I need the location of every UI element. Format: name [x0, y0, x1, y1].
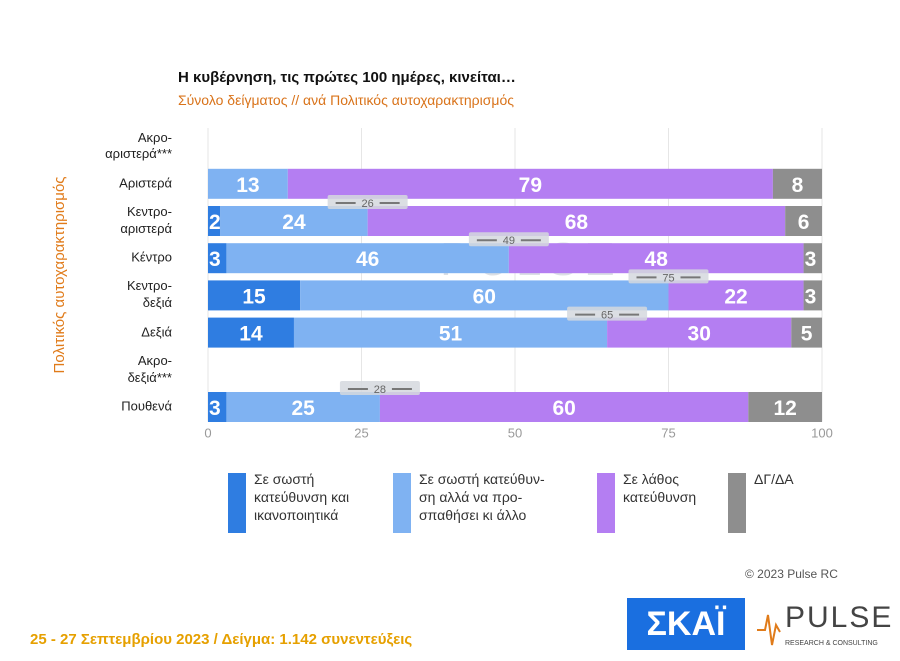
bar-value-label: 46	[356, 248, 379, 271]
total-label-bg	[339, 381, 420, 395]
bar-value-label: 5	[801, 323, 813, 346]
y-tick-label: Κέντρο	[131, 249, 172, 265]
bar-segment	[607, 317, 792, 348]
bar-segment	[772, 168, 822, 199]
x-tick-label: 25	[354, 426, 368, 441]
y-axis-label: Πολιτικός αυτοχαρακτηρισμός	[51, 176, 68, 373]
total-label-bg	[468, 232, 549, 247]
bar-value-label: 6	[798, 211, 810, 234]
legend-swatch	[393, 473, 411, 533]
bar-segment	[208, 243, 227, 274]
bar-value-label: 30	[688, 323, 711, 346]
bar-segment	[208, 206, 221, 236]
bar-segment	[226, 392, 380, 422]
bar-value-label: 15	[242, 285, 266, 308]
logo-pulse-icon	[757, 614, 781, 646]
bar-value-label: 60	[552, 397, 575, 420]
bar-value-label: 3	[805, 248, 817, 271]
bar-value-label: 22	[724, 285, 747, 308]
y-tick-label: Κεντρο- αριστερά	[120, 204, 172, 236]
y-tick-label: Δεξιά	[141, 324, 172, 340]
y-tick-label: Αριστερά	[119, 175, 172, 191]
bar-value-label: 51	[439, 323, 463, 346]
bar-segment	[208, 392, 227, 422]
chart-subtitle: Σύνολο δείγματος // ανά Πολιτικός αυτοχα…	[178, 92, 514, 108]
logo-right-sub: RESEARCH & CONSULTING	[785, 640, 878, 647]
bar-segment	[791, 317, 822, 348]
bar-value-label: 68	[565, 211, 589, 234]
bar-segment	[300, 280, 669, 311]
logo-right: PULSE	[785, 601, 893, 634]
legend-label: Σε σωστή κατεύθυνση και ικανοποιητικά	[254, 471, 350, 524]
bar-segment	[379, 392, 749, 422]
bar-value-label: 24	[282, 211, 306, 234]
chart-title: Η κυβέρνηση, τις πρώτες 100 ημέρες, κινε…	[178, 69, 516, 86]
bar-value-label: 60	[473, 285, 496, 308]
bar-value-label: 13	[236, 174, 259, 197]
legend-swatch	[228, 473, 246, 533]
total-label: 65	[601, 310, 613, 322]
bar-value-label: 3	[805, 285, 817, 308]
footer: 25 - 27 Σεπτεμβρίου 2023 / Δείγμα: 1.142…	[30, 631, 412, 648]
logo-left: ΣΚΑΪ	[647, 605, 728, 643]
copyright: © 2023 Pulse RC	[745, 567, 838, 581]
bar-segment	[287, 168, 773, 199]
y-tick-label: Ακρο- δεξιά***	[127, 352, 172, 385]
bar-segment	[803, 280, 822, 311]
logo-box	[627, 598, 745, 650]
bar-value-label: 14	[239, 323, 263, 346]
bar-segment	[785, 206, 822, 236]
x-tick-label: 50	[508, 426, 522, 441]
legend-label: Σε λάθος κατεύθυνση	[623, 471, 697, 506]
bar-value-label: 2	[209, 211, 221, 234]
total-label-bg	[327, 195, 408, 209]
bar-segment	[208, 317, 294, 348]
bar-segment	[208, 280, 301, 311]
legend-swatch	[597, 473, 615, 533]
total-label-bg	[567, 306, 648, 321]
bar-segment	[220, 206, 368, 236]
bar-value-label: 8	[792, 174, 804, 197]
bar-segment	[508, 243, 804, 274]
total-label: 49	[503, 235, 515, 247]
legend-label: Σε σωστή κατεύθυν- ση αλλά να προ- σπαθή…	[419, 471, 545, 524]
x-tick-label: 100	[811, 426, 833, 441]
bar-segment	[208, 168, 288, 199]
bar-value-label: 25	[291, 397, 315, 420]
bar-value-label: 12	[773, 397, 796, 420]
bar-value-label: 3	[209, 397, 221, 420]
bar-segment	[367, 206, 786, 236]
total-label: 75	[662, 272, 674, 284]
bar-segment	[226, 243, 509, 274]
x-tick-label: 75	[661, 426, 675, 441]
total-label: 28	[374, 384, 386, 396]
total-label-bg	[628, 269, 709, 284]
bar-value-label: 48	[645, 248, 669, 271]
bar-value-label: 79	[519, 174, 542, 197]
bar-segment	[803, 243, 822, 274]
total-label: 26	[362, 198, 374, 210]
bar-segment	[748, 392, 822, 422]
legend-swatch	[728, 473, 746, 533]
legend-label: ΔΓ/ΔΑ	[754, 471, 794, 487]
bar-value-label: 3	[209, 248, 221, 271]
y-tick-label: Κεντρο- δεξιά	[126, 278, 172, 311]
y-tick-label: Ακρο- αριστερά***	[105, 129, 172, 162]
y-tick-label: Πουθενά	[121, 398, 172, 414]
bar-segment	[668, 280, 804, 311]
x-tick-label: 0	[204, 426, 211, 441]
bar-segment	[293, 317, 608, 348]
